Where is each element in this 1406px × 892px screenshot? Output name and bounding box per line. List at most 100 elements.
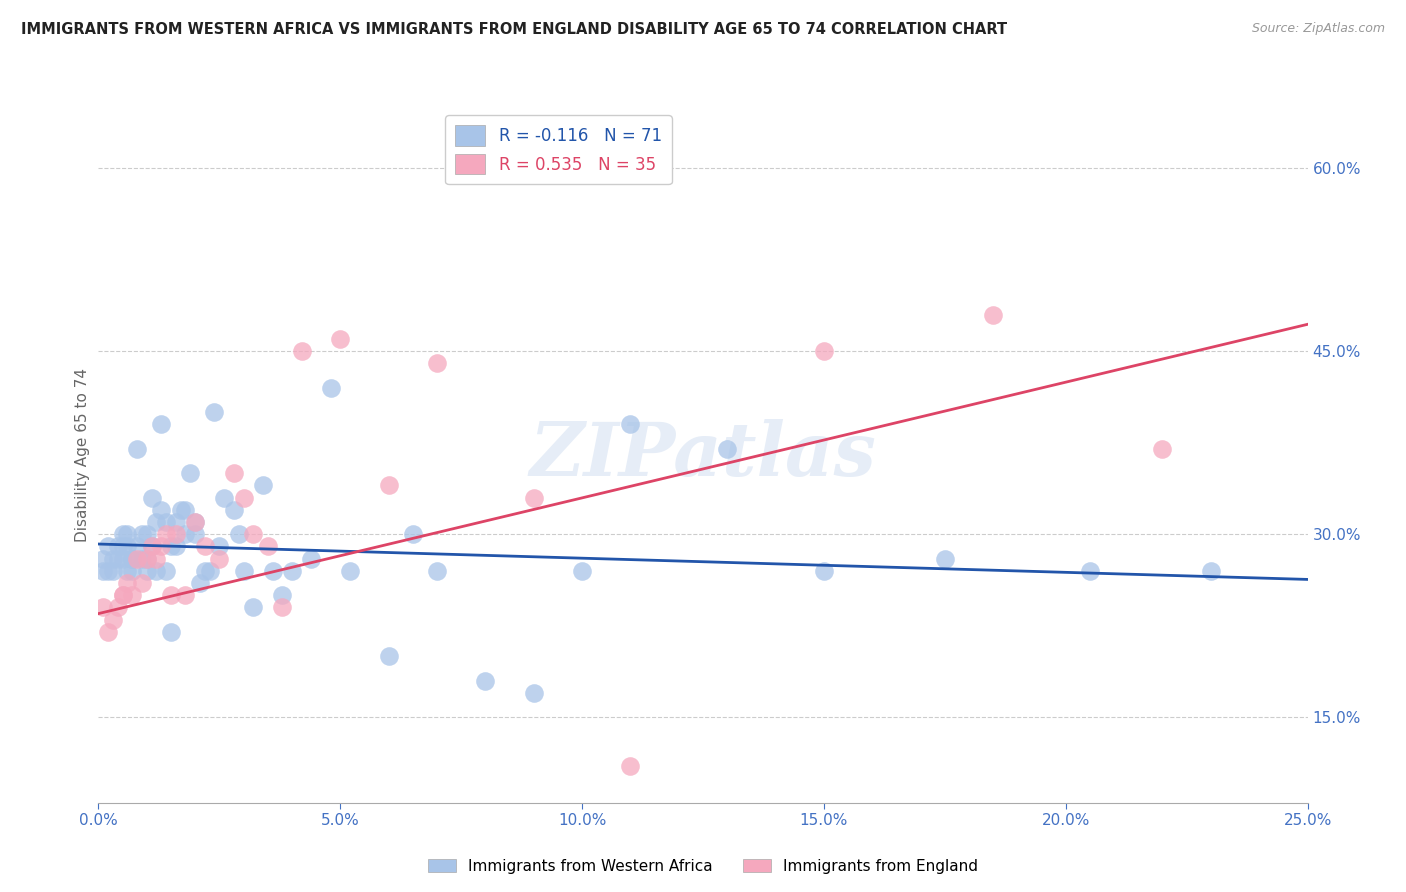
Point — [121, 588, 143, 602]
Point — [145, 515, 167, 529]
Point — [101, 551, 124, 566]
Point — [934, 551, 956, 566]
Point — [121, 564, 143, 578]
Point — [121, 551, 143, 566]
Text: IMMIGRANTS FROM WESTERN AFRICA VS IMMIGRANTS FROM ENGLAND DISABILITY AGE 65 TO 7: IMMIGRANTS FROM WESTERN AFRICA VS IMMIGR… — [21, 22, 1007, 37]
Point — [1078, 564, 1101, 578]
Point — [117, 576, 139, 591]
Point — [145, 551, 167, 566]
Point — [184, 515, 207, 529]
Point — [290, 344, 312, 359]
Point — [121, 551, 143, 566]
Legend: R = -0.116   N = 71, R = 0.535   N = 35: R = -0.116 N = 71, R = 0.535 N = 35 — [446, 115, 672, 185]
Point — [619, 417, 641, 432]
Y-axis label: Disability Age 65 to 74: Disability Age 65 to 74 — [75, 368, 90, 542]
Point — [204, 405, 226, 419]
Point — [523, 491, 546, 505]
Point — [184, 515, 207, 529]
Point — [155, 527, 177, 541]
Point — [141, 540, 163, 554]
Point — [377, 478, 399, 492]
Point — [813, 344, 835, 359]
Point — [165, 527, 187, 541]
Point — [165, 515, 187, 529]
Point — [242, 527, 264, 541]
Point — [402, 527, 425, 541]
Point — [208, 540, 231, 554]
Point — [256, 540, 278, 554]
Point — [232, 564, 254, 578]
Point — [91, 564, 114, 578]
Point — [299, 551, 322, 566]
Point — [111, 551, 134, 566]
Point — [117, 527, 139, 541]
Point — [174, 503, 197, 517]
Point — [179, 467, 201, 481]
Point — [174, 527, 197, 541]
Point — [271, 588, 294, 602]
Point — [155, 515, 177, 529]
Point — [271, 600, 294, 615]
Text: Source: ZipAtlas.com: Source: ZipAtlas.com — [1251, 22, 1385, 36]
Point — [127, 540, 149, 554]
Point — [228, 527, 250, 541]
Point — [474, 673, 496, 688]
Point — [329, 332, 352, 346]
Point — [117, 564, 139, 578]
Point — [107, 600, 129, 615]
Point — [174, 588, 197, 602]
Point — [135, 551, 157, 566]
Point — [101, 564, 124, 578]
Point — [339, 564, 361, 578]
Point — [145, 564, 167, 578]
Point — [319, 381, 342, 395]
Point — [150, 540, 173, 554]
Point — [91, 551, 114, 566]
Point — [111, 588, 134, 602]
Point — [97, 564, 120, 578]
Point — [169, 503, 191, 517]
Point — [97, 540, 120, 554]
Point — [571, 564, 593, 578]
Point — [1199, 564, 1222, 578]
Point — [222, 467, 245, 481]
Legend: Immigrants from Western Africa, Immigrants from England: Immigrants from Western Africa, Immigran… — [422, 853, 984, 880]
Point — [165, 540, 187, 554]
Point — [107, 540, 129, 554]
Point — [155, 564, 177, 578]
Point — [141, 540, 163, 554]
Point — [619, 759, 641, 773]
Point — [111, 540, 134, 554]
Point — [208, 551, 231, 566]
Point — [150, 503, 173, 517]
Point — [981, 308, 1004, 322]
Point — [141, 491, 163, 505]
Point — [160, 588, 183, 602]
Point — [150, 417, 173, 432]
Point — [813, 564, 835, 578]
Text: ZIPatlas: ZIPatlas — [530, 418, 876, 491]
Point — [111, 527, 134, 541]
Point — [97, 624, 120, 639]
Point — [262, 564, 284, 578]
Point — [127, 551, 149, 566]
Point — [184, 527, 207, 541]
Point — [232, 491, 254, 505]
Point — [160, 624, 183, 639]
Point — [377, 649, 399, 664]
Point — [131, 551, 153, 566]
Point — [523, 686, 546, 700]
Point — [127, 442, 149, 456]
Point — [426, 564, 449, 578]
Point — [426, 356, 449, 370]
Point — [135, 527, 157, 541]
Point — [242, 600, 264, 615]
Point — [107, 551, 129, 566]
Point — [91, 600, 114, 615]
Point — [131, 527, 153, 541]
Point — [194, 540, 217, 554]
Point — [188, 576, 211, 591]
Point — [101, 613, 124, 627]
Point — [117, 540, 139, 554]
Point — [135, 564, 157, 578]
